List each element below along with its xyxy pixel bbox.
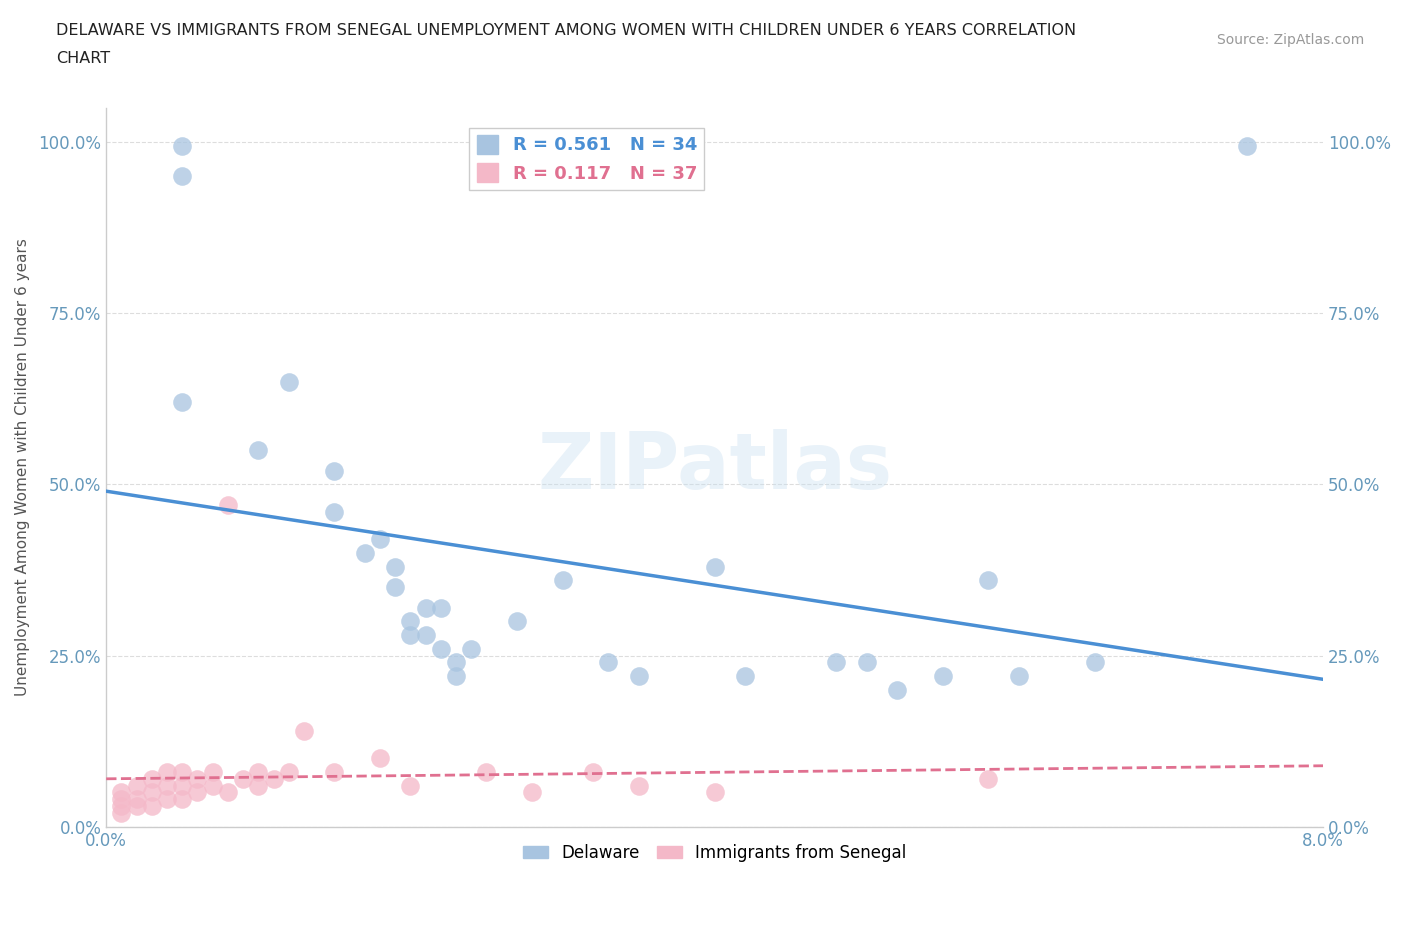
Y-axis label: Unemployment Among Women with Children Under 6 years: Unemployment Among Women with Children U… <box>15 238 30 697</box>
Point <box>277 764 299 779</box>
Point <box>1008 669 1031 684</box>
Point <box>125 799 148 814</box>
Point <box>292 724 315 738</box>
Point <box>1236 139 1258 153</box>
Point <box>551 573 574 588</box>
Point <box>141 771 163 786</box>
Point <box>186 771 208 786</box>
Point <box>384 559 406 574</box>
Point <box>110 785 132 800</box>
Point <box>627 669 650 684</box>
Text: ZIPatlas: ZIPatlas <box>537 430 893 505</box>
Point <box>201 764 224 779</box>
Point <box>520 785 543 800</box>
Point <box>977 573 1000 588</box>
Point <box>886 683 908 698</box>
Point <box>399 628 422 643</box>
Point <box>172 778 194 793</box>
Point <box>172 395 194 410</box>
Point <box>217 785 239 800</box>
Point <box>156 764 179 779</box>
Point <box>415 600 437 615</box>
Point <box>263 771 285 786</box>
Point <box>627 778 650 793</box>
Point <box>110 791 132 806</box>
Point <box>703 559 725 574</box>
Point <box>141 785 163 800</box>
Point <box>444 669 467 684</box>
Point <box>825 655 848 670</box>
Point <box>430 642 453 657</box>
Point <box>277 375 299 390</box>
Point <box>217 498 239 512</box>
Point <box>932 669 955 684</box>
Point <box>125 791 148 806</box>
Point <box>430 600 453 615</box>
Point <box>323 504 346 519</box>
Point <box>399 778 422 793</box>
Point <box>232 771 254 786</box>
Point <box>368 751 391 765</box>
Point <box>734 669 756 684</box>
Point <box>475 764 498 779</box>
Point <box>323 764 346 779</box>
Point <box>399 614 422 629</box>
Point <box>247 778 270 793</box>
Point <box>110 799 132 814</box>
Legend: Delaware, Immigrants from Senegal: Delaware, Immigrants from Senegal <box>516 837 912 869</box>
Point <box>582 764 605 779</box>
Point <box>172 791 194 806</box>
Point <box>460 642 482 657</box>
Point <box>598 655 620 670</box>
Point <box>247 443 270 458</box>
Point <box>172 139 194 153</box>
Point <box>506 614 529 629</box>
Text: Source: ZipAtlas.com: Source: ZipAtlas.com <box>1216 33 1364 46</box>
Point <box>855 655 877 670</box>
Point <box>353 546 375 561</box>
Point <box>977 771 1000 786</box>
Point <box>156 778 179 793</box>
Point <box>156 791 179 806</box>
Point <box>323 463 346 478</box>
Point <box>141 799 163 814</box>
Point <box>444 655 467 670</box>
Point <box>172 169 194 184</box>
Point <box>172 764 194 779</box>
Point <box>703 785 725 800</box>
Point <box>125 778 148 793</box>
Point <box>384 579 406 594</box>
Point <box>201 778 224 793</box>
Point <box>1084 655 1107 670</box>
Point <box>247 764 270 779</box>
Text: CHART: CHART <box>56 51 110 66</box>
Text: DELAWARE VS IMMIGRANTS FROM SENEGAL UNEMPLOYMENT AMONG WOMEN WITH CHILDREN UNDER: DELAWARE VS IMMIGRANTS FROM SENEGAL UNEM… <box>56 23 1077 38</box>
Point <box>415 628 437 643</box>
Point <box>368 532 391 547</box>
Point <box>186 785 208 800</box>
Point <box>110 805 132 820</box>
